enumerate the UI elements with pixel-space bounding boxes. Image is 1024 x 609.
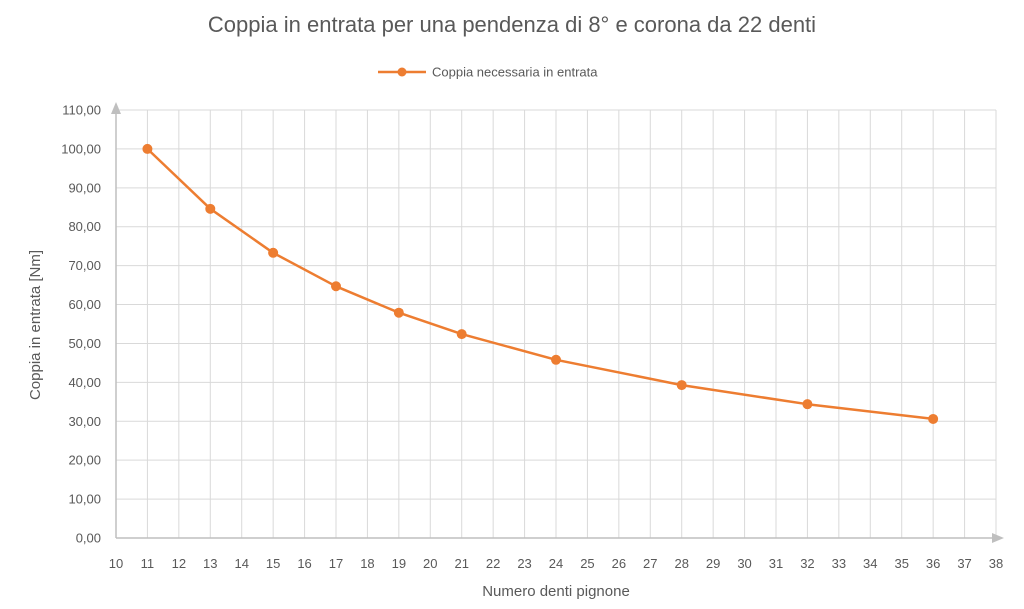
data-point — [393, 307, 404, 318]
x-tick-label: 10 — [109, 556, 123, 571]
grid — [116, 109, 997, 538]
legend: Coppia necessaria in entrata — [378, 65, 598, 80]
y-tick-label: 70,00 — [68, 258, 101, 273]
legend-point-marker — [397, 67, 407, 77]
x-tick-labels: 10 11 12 13 14 15 16 17 18 19 20 21 22 23 24 25 26 27 28 29… — [109, 556, 1003, 571]
legend-label: Coppia necessaria in entrata — [432, 65, 598, 80]
x-tick-label: 27 — [643, 556, 657, 571]
x-tick-label: 17 — [329, 556, 343, 571]
x-tick-label: 31 — [769, 556, 783, 571]
x-tick-label: 22 — [486, 556, 500, 571]
y-tick-label: 80,00 — [68, 219, 101, 234]
x-tick-label: 37 — [957, 556, 971, 571]
x-tick-label: 18 — [360, 556, 374, 571]
y-tick-label: 50,00 — [68, 336, 101, 351]
data-point — [142, 143, 153, 154]
x-tick-label: 16 — [297, 556, 311, 571]
y-tick-label: 10,00 — [68, 492, 101, 507]
x-tick-label: 26 — [612, 556, 626, 571]
x-tick-label: 30 — [737, 556, 751, 571]
y-tick-label: 100,00 — [61, 141, 101, 156]
x-tick-label: 13 — [203, 556, 217, 571]
x-tick-label: 25 — [580, 556, 594, 571]
x-tick-label: 21 — [454, 556, 468, 571]
x-tick-label: 14 — [234, 556, 248, 571]
x-tick-label: 34 — [863, 556, 877, 571]
x-tick-label: 19 — [392, 556, 406, 571]
x-tick-label: 24 — [549, 556, 563, 571]
data-point — [802, 399, 813, 410]
axes — [111, 102, 1004, 543]
x-tick-label: 15 — [266, 556, 280, 571]
x-tick-label: 11 — [141, 556, 155, 571]
x-axis-label: Numero denti pignone — [482, 583, 630, 600]
data-point — [456, 329, 467, 340]
x-tick-label: 12 — [172, 556, 186, 571]
x-tick-label: 28 — [674, 556, 688, 571]
y-tick-label: 90,00 — [68, 180, 101, 195]
series-line — [146, 147, 934, 421]
data-point — [331, 281, 341, 292]
x-tick-label: 23 — [517, 556, 531, 571]
y-tick-label: 60,00 — [68, 297, 101, 312]
data-point — [928, 413, 939, 424]
y-tick-label: 30,00 — [68, 414, 101, 429]
data-point — [268, 247, 279, 258]
data-point — [551, 354, 561, 365]
y-tick-label: 0,00 — [76, 531, 101, 546]
x-tick-label: 29 — [706, 556, 720, 571]
y-axis-arrow — [111, 102, 121, 114]
x-tick-label: 20 — [423, 556, 437, 571]
chart-title: Coppia in entrata per una pendenza di 8°… — [208, 12, 816, 37]
x-tick-label: 36 — [926, 556, 940, 571]
x-axis-arrow — [992, 533, 1004, 543]
y-tick-label: 20,00 — [68, 453, 101, 468]
y-axis-label: Coppia in entrata [Nm] — [27, 250, 44, 400]
x-tick-label: 33 — [832, 556, 846, 571]
x-tick-label: 35 — [894, 556, 908, 571]
y-tick-label: 40,00 — [68, 375, 101, 390]
data-point — [205, 203, 216, 214]
data-point — [676, 380, 687, 391]
series-coppia-necessaria — [142, 143, 939, 424]
y-tick-labels: 0,00 10,00 20,00 30,00 40,00 50,00 60,00 70,00 8… — [61, 103, 101, 546]
x-tick-label: 38 — [989, 556, 1003, 571]
x-tick-label: 32 — [800, 556, 814, 571]
y-tick-label: 110,00 — [62, 103, 101, 118]
